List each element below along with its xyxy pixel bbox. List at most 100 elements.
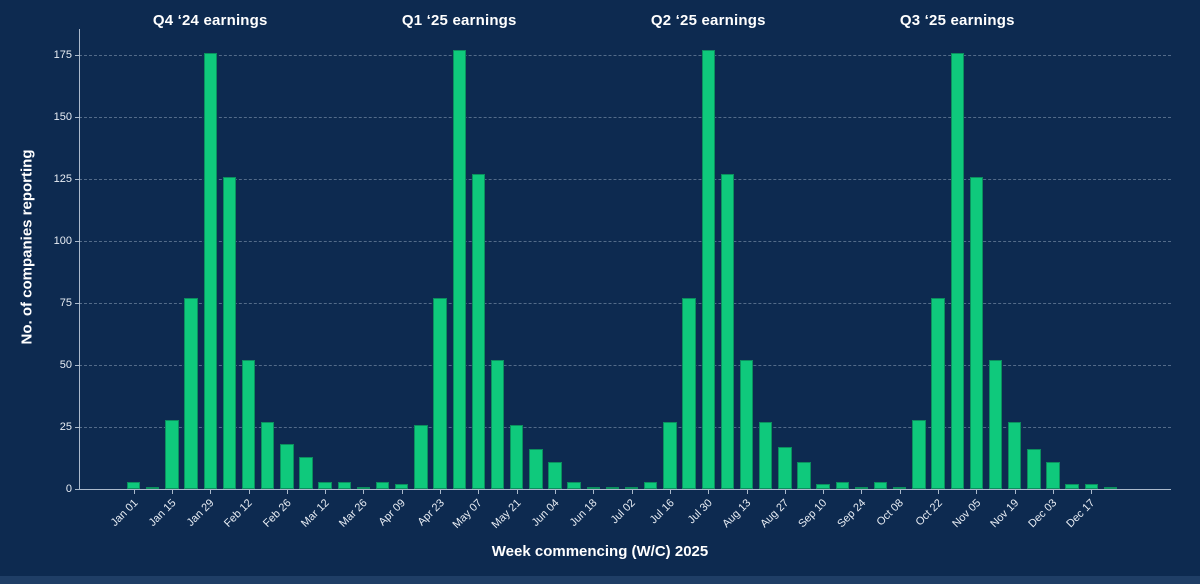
bar-aug-13 [739, 360, 754, 489]
x-axis-tick [593, 490, 595, 494]
y-axis-line [79, 29, 80, 489]
x-tick-label: Nov 19 [988, 497, 1022, 531]
x-tick-label: Nov 05 [949, 497, 983, 531]
bar-dec-17 [1084, 484, 1099, 489]
x-axis-tick [784, 490, 786, 494]
x-tick-label: Jul 30 [685, 497, 715, 527]
bar-jul-02 [624, 486, 639, 489]
x-axis-tick [899, 490, 901, 494]
y-tick-label: 0 [65, 483, 72, 495]
bar-apr-09 [395, 484, 409, 489]
bar-jul-16 [663, 422, 677, 489]
bar-jun-18 [586, 486, 600, 489]
bar-oct-08 [893, 486, 907, 489]
bar-jan-01 [126, 481, 141, 489]
bar-may-07 [471, 174, 486, 489]
gridline [79, 117, 1171, 118]
x-axis-tick [976, 490, 978, 494]
x-tick-label: Dec 03 [1026, 497, 1060, 531]
x-axis-line [79, 489, 1171, 490]
x-tick-label: Jul 16 [647, 497, 677, 527]
bar-nov-26 [1027, 449, 1041, 489]
x-axis-tick [248, 490, 250, 494]
bar-may-21 [510, 424, 524, 489]
gridline [79, 179, 1171, 180]
x-tick-label: Jun 04 [529, 497, 562, 529]
bar-jan-22 [184, 298, 198, 489]
x-tick-label: Apr 09 [376, 497, 409, 529]
gridline [79, 427, 1171, 428]
bar-feb-19 [260, 422, 275, 489]
bar-jun-11 [567, 481, 581, 489]
y-tick-label: 175 [53, 49, 72, 61]
x-tick-label: Feb 12 [222, 497, 256, 530]
bar-sep-17 [835, 481, 850, 489]
bar-mar-05 [299, 456, 313, 489]
y-axis-tick [75, 303, 79, 304]
y-axis-tick [75, 117, 79, 118]
y-axis-tick [75, 489, 79, 490]
x-axis-tick [440, 490, 442, 494]
bar-jan-08 [146, 486, 160, 489]
y-axis-tick [75, 55, 79, 56]
y-axis-tick [75, 365, 79, 366]
x-tick-label: Aug 13 [719, 497, 754, 531]
bar-sep-03 [797, 461, 811, 489]
x-axis-tick [669, 490, 671, 494]
quarter-label: Q2 ‘25 earnings [650, 12, 766, 29]
bar-aug-20 [759, 422, 773, 489]
y-axis-tick [75, 427, 79, 428]
quarter-label: Q4 ‘24 earnings [152, 12, 268, 29]
x-tick-label: May 21 [489, 497, 524, 531]
x-axis-tick [861, 490, 863, 494]
bar-oct-22 [931, 298, 945, 489]
bar-dec-10 [1065, 484, 1079, 489]
x-axis-tick [555, 490, 556, 494]
bar-aug-06 [720, 174, 735, 489]
x-axis-tick [401, 490, 403, 494]
bar-feb-12 [241, 360, 256, 489]
gridline [79, 241, 1171, 242]
bar-apr-02 [375, 481, 390, 489]
x-axis-tick [746, 490, 748, 494]
x-axis-tick [210, 490, 212, 494]
x-tick-label: Aug 27 [758, 497, 792, 531]
x-tick-label: Jul 02 [608, 497, 639, 527]
bar-feb-05 [222, 176, 237, 489]
x-tick-label: Jan 15 [146, 497, 179, 529]
bar-nov-19 [1008, 422, 1022, 489]
bar-sep-24 [854, 486, 869, 489]
bar-feb-26 [280, 444, 294, 489]
bar-may-28 [529, 449, 543, 489]
bar-dec-24 [1103, 486, 1118, 489]
x-tick-label: Sep 24 [834, 497, 868, 531]
x-axis-tick [286, 490, 288, 494]
bar-jan-29 [203, 52, 217, 489]
x-tick-label: Dec 17 [1064, 497, 1098, 531]
bar-nov-12 [988, 360, 1003, 489]
bar-aug-27 [778, 446, 792, 489]
x-tick-label: Oct 08 [874, 497, 907, 529]
y-tick-label: 25 [59, 421, 72, 433]
x-axis-tick [631, 490, 633, 494]
x-axis-tick [171, 490, 173, 494]
y-tick-label: 100 [53, 235, 72, 247]
y-axis-tick [75, 241, 79, 242]
x-tick-label: Mar 26 [337, 497, 370, 530]
y-tick-label: 150 [53, 111, 72, 123]
bar-sep-10 [816, 484, 830, 489]
bar-apr-23 [433, 298, 447, 489]
y-tick-label: 125 [53, 173, 72, 185]
x-tick-label: Jan 29 [184, 497, 217, 529]
bar-oct-01 [873, 481, 888, 489]
x-axis-tick [823, 490, 825, 494]
bar-mar-26 [356, 486, 371, 489]
bar-jul-23 [682, 298, 696, 489]
quarter-label: Q3 ‘25 earnings [899, 12, 1015, 29]
gridline [79, 303, 1171, 304]
bar-mar-19 [337, 481, 351, 489]
x-axis-tick [133, 490, 135, 494]
x-tick-label: Mar 12 [298, 497, 332, 530]
x-axis-tick [363, 490, 365, 494]
